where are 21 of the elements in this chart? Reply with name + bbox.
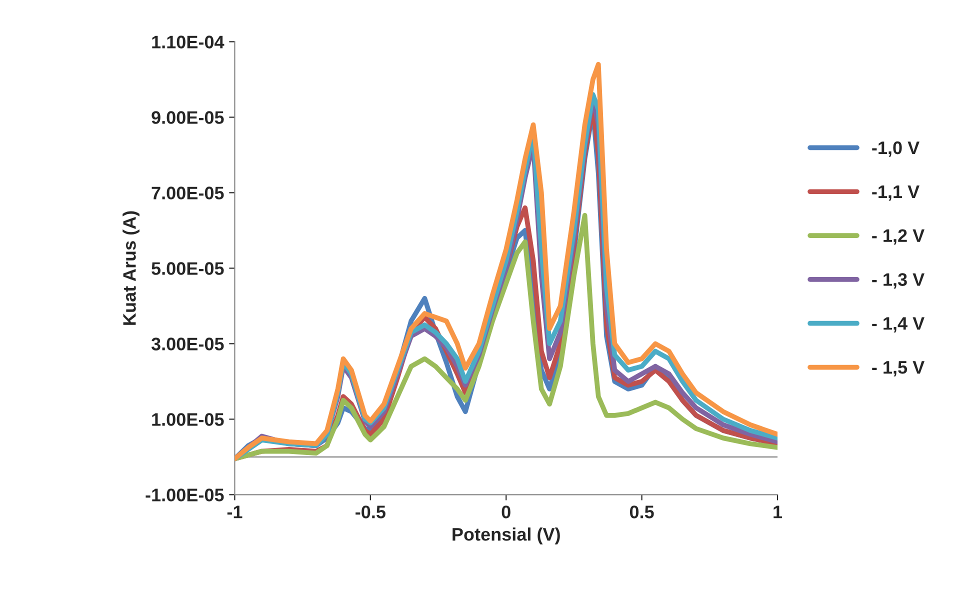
legend-label: - 1,4 V (872, 317, 924, 332)
legend-label: -1,1 V (872, 186, 920, 201)
x-tick-label: 0.5 (630, 506, 654, 518)
x-axis-title: Potensial (V) (452, 527, 560, 544)
y-axis-title: Kuat Arus (A) (122, 211, 140, 325)
y-tick-label: 1.10E-04 (152, 36, 224, 48)
legend-label: - 1,2 V (872, 229, 924, 245)
x-tick-label: -0.5 (356, 506, 386, 518)
y-tick-label: -1.00E-05 (146, 488, 224, 502)
x-tick-label: 0 (502, 506, 510, 518)
x-tick-label: 1 (774, 506, 782, 518)
line-series (234, 212, 778, 462)
legend-label: - 1,3 V (872, 273, 924, 289)
y-tick-label: 1.00E-05 (152, 413, 224, 426)
y-tick-label: 5.00E-05 (152, 262, 224, 275)
legend-label: - 1,5 V (872, 361, 924, 376)
y-tick-label: 3.00E-05 (151, 338, 224, 350)
legend-label: -1,0 V (872, 141, 920, 157)
y-tick-label: 7.00E-05 (152, 186, 224, 200)
y-tick-label: 9.00E-05 (152, 111, 224, 124)
x-tick-label: -1 (227, 506, 242, 518)
